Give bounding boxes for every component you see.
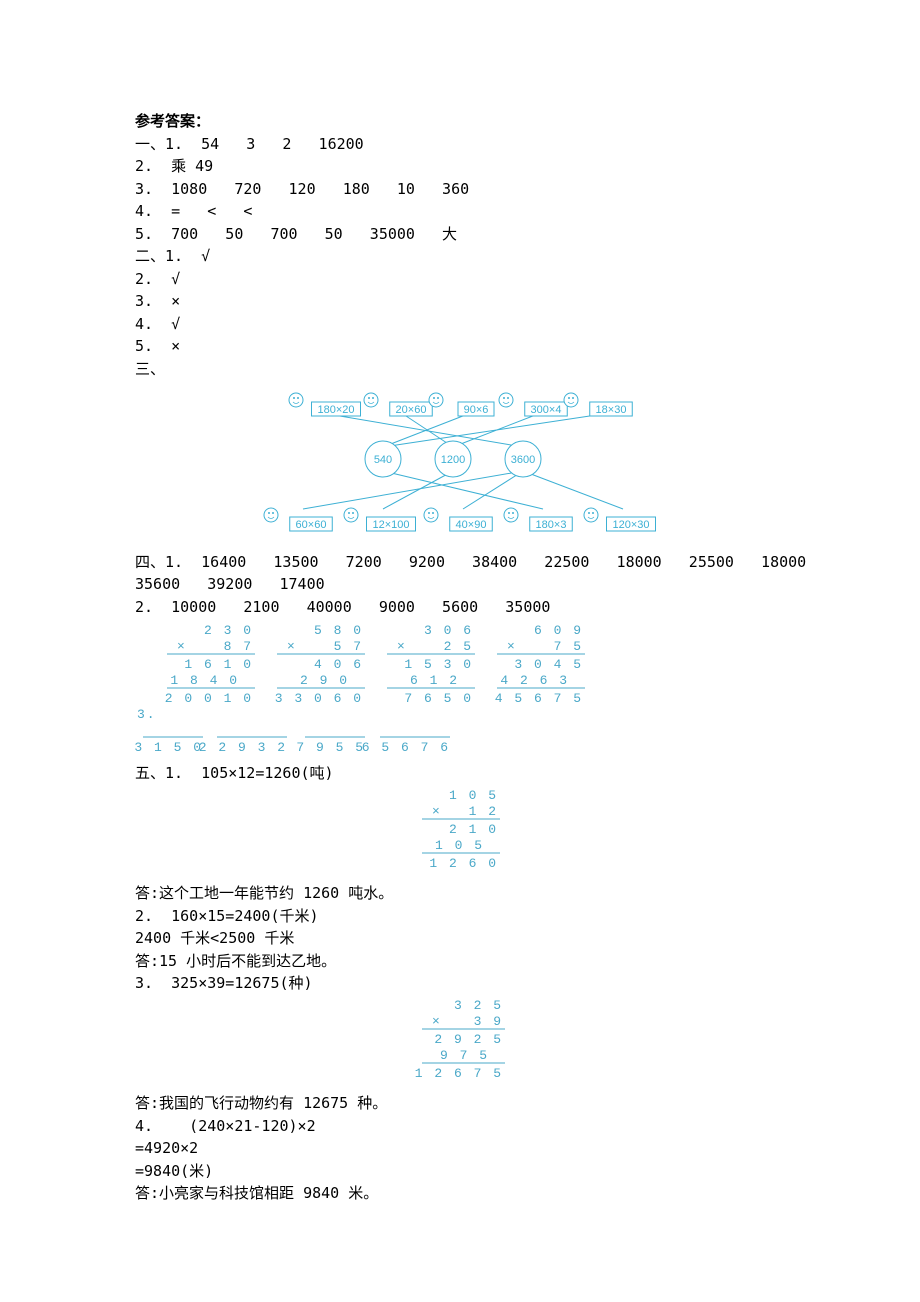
svg-text:9 7 5: 9 7 5 bbox=[439, 1048, 488, 1063]
svg-text:1 6 1 0: 1 6 1 0 bbox=[184, 657, 253, 672]
svg-text:6 1 2: 6 1 2 bbox=[410, 673, 459, 688]
sec4-line2: 2. 10000 2100 40000 9000 5600 35000 bbox=[135, 596, 790, 619]
sec5-q1-ans: 答:这个工地一年能节约 1260 吨水。 bbox=[135, 882, 790, 905]
svg-text:5 7: 5 7 bbox=[334, 639, 363, 654]
svg-text:3 3 0 6 0: 3 3 0 6 0 bbox=[275, 691, 363, 706]
svg-text:2 1 0: 2 1 0 bbox=[448, 822, 497, 837]
sec5-q4-l3: =9840(米) bbox=[135, 1160, 790, 1183]
svg-text:3 0 4 5: 3 0 4 5 bbox=[514, 657, 583, 672]
sec5-q4-eq: 4. (240×21-120)×2 bbox=[135, 1115, 790, 1138]
multiplication-final-svg: 3 1 5 02 2 9 3 2 7 9 5 56 5 6 7 6 bbox=[135, 733, 495, 755]
svg-text:×: × bbox=[177, 639, 187, 654]
svg-text:1 0 5: 1 0 5 bbox=[434, 838, 483, 853]
sec2-line3: 3. × bbox=[135, 290, 790, 313]
svg-text:7 6 5 0: 7 6 5 0 bbox=[404, 691, 473, 706]
svg-text:1 5 3 0: 1 5 3 0 bbox=[404, 657, 473, 672]
svg-text:180×3: 180×3 bbox=[535, 519, 566, 531]
svg-text:×: × bbox=[432, 804, 442, 819]
answers-header: 参考答案： bbox=[135, 110, 790, 133]
svg-text:3600: 3600 bbox=[510, 454, 534, 466]
svg-text:3 9: 3 9 bbox=[473, 1014, 502, 1029]
svg-text:2 3 0: 2 3 0 bbox=[204, 623, 253, 638]
svg-text:1 0 5: 1 0 5 bbox=[448, 788, 497, 803]
multiplication-final-row: 3 1 5 02 2 9 3 2 7 9 5 56 5 6 7 6 bbox=[135, 733, 790, 763]
svg-text:120×30: 120×30 bbox=[612, 519, 649, 531]
svg-text:5 8 0: 5 8 0 bbox=[314, 623, 363, 638]
sec5-q2-eq: 2. 160×15=2400(千米) bbox=[135, 905, 790, 928]
svg-text:6 0 9: 6 0 9 bbox=[534, 623, 583, 638]
svg-text:7 5: 7 5 bbox=[554, 639, 583, 654]
sec1-line1: 一、1. 54 3 2 16200 bbox=[135, 133, 790, 156]
sec5-q4-l2: =4920×2 bbox=[135, 1137, 790, 1160]
svg-text:40×90: 40×90 bbox=[455, 519, 486, 531]
svg-text:540: 540 bbox=[373, 454, 391, 466]
sec1-line2: 2. 乘 49 bbox=[135, 155, 790, 178]
svg-text:1 8 4 0: 1 8 4 0 bbox=[170, 673, 239, 688]
sec1-line3: 3. 1080 720 120 180 10 360 bbox=[135, 178, 790, 201]
svg-text:20×60: 20×60 bbox=[395, 404, 426, 416]
sec4-line1b: 35600 39200 17400 bbox=[135, 573, 790, 596]
svg-text:8 7: 8 7 bbox=[224, 639, 253, 654]
svg-text:1 2 6 0: 1 2 6 0 bbox=[429, 856, 498, 871]
svg-text:2 2 9 3 2: 2 2 9 3 2 bbox=[199, 740, 287, 755]
svg-text:1200: 1200 bbox=[440, 454, 464, 466]
svg-text:1 2: 1 2 bbox=[468, 804, 497, 819]
svg-text:18×30: 18×30 bbox=[595, 404, 626, 416]
sec5-q1-work: 1 0 5×1 22 1 01 0 51 2 6 0 bbox=[135, 785, 790, 883]
svg-text:3 1 5 0: 3 1 5 0 bbox=[135, 740, 203, 755]
svg-text:×: × bbox=[507, 639, 517, 654]
sec2-line2: 2. √ bbox=[135, 268, 790, 291]
matching-diagram: 180×20 20×60 90×6 300×4 18×30 540 1200 3600 60×6… bbox=[135, 384, 790, 547]
multiplication-row-svg: 3. 2 3 0 × 8 7 1 6 1 01 8 4 0 2 0 0 1 0 5 8 0 ×… bbox=[135, 620, 615, 725]
svg-text:2 5: 2 5 bbox=[444, 639, 473, 654]
svg-text:3.: 3. bbox=[137, 707, 157, 722]
sec5-q3-work: 3 2 5 × 3 9 2 9 2 59 7 5 1 2 6 7 5 bbox=[135, 995, 790, 1093]
svg-text:4 5 6 7 5: 4 5 6 7 5 bbox=[495, 691, 583, 706]
multiplication-row: 3. 2 3 0 × 8 7 1 6 1 01 8 4 0 2 0 0 1 0 5 8 0 ×… bbox=[135, 620, 790, 733]
svg-text:×: × bbox=[397, 639, 407, 654]
sec2-line1: 二、1. √ bbox=[135, 245, 790, 268]
sec5-q2-ans: 答:15 小时后不能到达乙地。 bbox=[135, 950, 790, 973]
svg-text:1 2 6 7 5: 1 2 6 7 5 bbox=[414, 1066, 502, 1081]
svg-text:7 9 5 5: 7 9 5 5 bbox=[296, 740, 365, 755]
page-content: 参考答案： 一、1. 54 3 2 16200 2. 乘 49 3. 1080 … bbox=[0, 0, 920, 1302]
sec1-line5: 5. 700 50 700 50 35000 大 bbox=[135, 223, 790, 246]
svg-text:300×4: 300×4 bbox=[530, 404, 561, 416]
sec5-q4-ans: 答:小亮家与科技馆相距 9840 米。 bbox=[135, 1182, 790, 1205]
sec3-label: 三、 bbox=[135, 358, 790, 381]
svg-text:2 9 2 5: 2 9 2 5 bbox=[434, 1032, 503, 1047]
matching-diagram-svg: 180×20 20×60 90×6 300×4 18×30 540 1200 3600 60×6… bbox=[243, 384, 683, 539]
svg-text:90×6: 90×6 bbox=[463, 404, 488, 416]
svg-text:6 5 6 7 6: 6 5 6 7 6 bbox=[362, 740, 450, 755]
sec5-q1-eq: 五、1. 105×12=1260(吨) bbox=[135, 762, 790, 785]
svg-text:60×60: 60×60 bbox=[295, 519, 326, 531]
svg-text:×: × bbox=[432, 1014, 442, 1029]
sec2-line5: 5. × bbox=[135, 335, 790, 358]
svg-text:3 2 5: 3 2 5 bbox=[453, 998, 502, 1013]
sec5-q3-ans: 答:我国的飞行动物约有 12675 种。 bbox=[135, 1092, 790, 1115]
svg-text:3 0 6: 3 0 6 bbox=[424, 623, 473, 638]
svg-text:12×100: 12×100 bbox=[372, 519, 409, 531]
sec4-line1: 四、1. 16400 13500 7200 9200 38400 22500 1… bbox=[135, 551, 790, 574]
svg-text:180×20: 180×20 bbox=[317, 404, 354, 416]
sec5-q2-cmp: 2400 千米<2500 千米 bbox=[135, 927, 790, 950]
svg-text:4 0 6: 4 0 6 bbox=[314, 657, 363, 672]
svg-text:2 0 0 1 0: 2 0 0 1 0 bbox=[165, 691, 253, 706]
sec2-line4: 4. √ bbox=[135, 313, 790, 336]
sec1-line4: 4. = < < bbox=[135, 200, 790, 223]
sec5-q3-work-svg: 3 2 5 × 3 9 2 9 2 59 7 5 1 2 6 7 5 bbox=[408, 995, 518, 1085]
svg-text:×: × bbox=[287, 639, 297, 654]
svg-text:2 9 0: 2 9 0 bbox=[300, 673, 349, 688]
sec5-q3-eq: 3. 325×39=12675(种) bbox=[135, 972, 790, 995]
svg-text:4 2 6 3: 4 2 6 3 bbox=[500, 673, 569, 688]
sec5-q1-work-svg: 1 0 5×1 22 1 01 0 51 2 6 0 bbox=[408, 785, 518, 875]
